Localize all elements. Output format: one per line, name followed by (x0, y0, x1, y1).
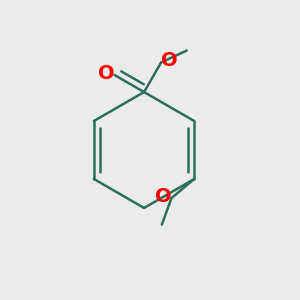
Text: O: O (155, 187, 172, 206)
Text: O: O (161, 52, 178, 70)
Text: O: O (98, 64, 114, 83)
